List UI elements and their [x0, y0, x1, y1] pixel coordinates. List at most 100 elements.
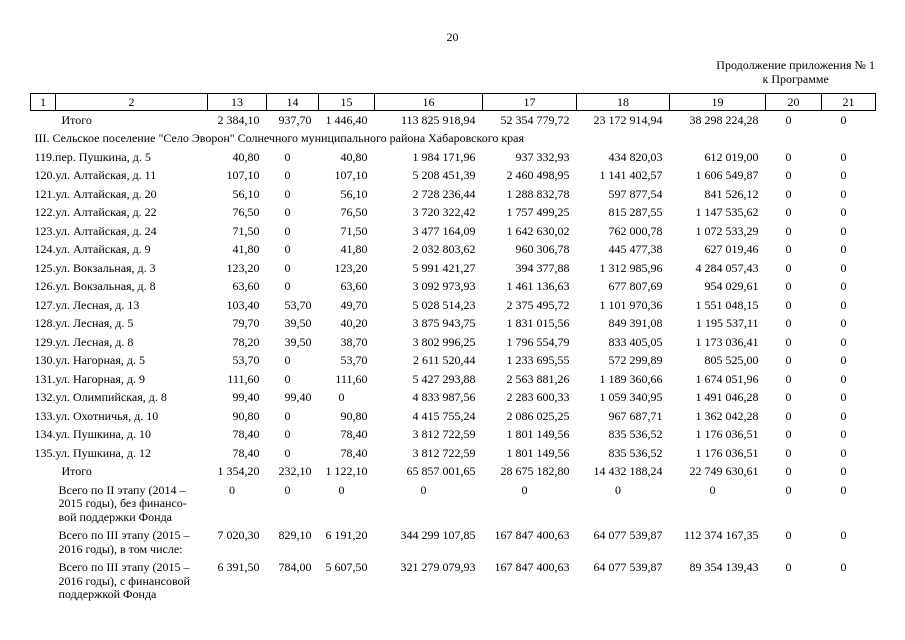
table-row-address: 128.ул. Лесная, д. 5 79,70 39,50 40,20 3 875… [31, 315, 876, 334]
value-cell: 40,80 [340, 149, 368, 164]
value-cell: 1 122,10 [325, 464, 368, 478]
column-header: 14 [266, 93, 319, 111]
value-cell: 71,50 [340, 223, 368, 238]
value-cell: 103,40 [226, 297, 260, 312]
table-row-address: 125.ул. Вокзальная, д. 3 123,20 0 123,20 5 9… [31, 259, 876, 278]
row-label: 126.ул. Вокзальная, д. 8 [34, 279, 156, 293]
value-cell: 3 812 722,59 [412, 427, 476, 441]
table-row-summary: Всего по III этапу (2015 – 2016 годы), в… [31, 527, 876, 559]
value-cell: 0 [840, 297, 847, 312]
value-cell: 2 563 881,26 [506, 371, 570, 386]
value-cell: 1 642 630,02 [506, 223, 570, 238]
value-cell: 3 802 996,25 [412, 334, 476, 349]
value-cell: 0 [785, 149, 792, 164]
value-cell: 1 195 537,11 [695, 316, 759, 330]
value-cell: 23 172 914,94 [593, 112, 663, 127]
value-cell: 2 611 520,44 [412, 353, 476, 367]
value-cell: 5 208 451,39 [412, 168, 476, 182]
value-cell: 2 375 495,72 [506, 297, 570, 312]
row-label: 125.ул. Вокзальная, д. 3 [34, 260, 156, 275]
value-cell: 3 720 322,42 [412, 205, 476, 219]
value-cell: 1 072 533,29 [695, 223, 759, 238]
value-cell: 1 831 015,56 [506, 316, 570, 330]
value-cell: 78,40 [340, 445, 368, 460]
value-cell: 849 391,08 [608, 316, 663, 330]
table-row-address: 135.ул. Пушкина, д. 12 78,40 0 78,40 3 812 7… [31, 444, 876, 463]
value-cell: 0 [284, 168, 291, 182]
value-cell: 835 536,52 [608, 427, 663, 441]
column-header: 13 [207, 93, 267, 111]
value-cell: 0 [785, 334, 792, 349]
value-cell: 0 [840, 353, 847, 367]
column-header: 19 [669, 93, 766, 111]
value-cell: 960 306,78 [515, 242, 570, 256]
value-cell: 2 728 236,44 [412, 186, 476, 201]
row-label: Всего по III этапу (2015 – 2016 годы), с… [58, 560, 190, 601]
row-label: 135.ул. Пушкина, д. 12 [34, 445, 151, 460]
value-cell: 107,10 [226, 168, 260, 182]
value-cell: 78,40 [340, 427, 368, 441]
table-row-address: 124.ул. Алтайская, д. 9 41,80 0 41,80 2 032 … [31, 241, 876, 260]
value-cell: 0 [785, 242, 792, 256]
value-cell: 0 [785, 353, 792, 367]
row-label: 133.ул. Охотничья, д. 10 [34, 408, 159, 423]
table-row-summary: Всего по III этапу (2015 – 2016 годы), с… [31, 559, 876, 605]
value-cell: 0 [284, 186, 291, 201]
value-cell: 0 [840, 482, 847, 497]
value-cell: 78,40 [232, 427, 260, 441]
value-cell: 7 020,30 [217, 528, 260, 542]
value-cell: 0 [284, 260, 291, 275]
value-cell: 677 807,69 [608, 279, 663, 293]
continuation-line-2: к Программе [762, 72, 829, 86]
row-number-cell [31, 559, 56, 605]
table-row-address: 130.ул. Нагорная, д. 5 53,70 0 53,70 2 611 5… [31, 352, 876, 371]
value-cell: 805 525,00 [704, 353, 759, 367]
value-cell: 2 283 600,33 [506, 390, 570, 404]
value-cell: 0 [284, 279, 291, 293]
value-cell: 0 [785, 279, 792, 293]
value-cell: 0 [840, 242, 847, 256]
value-cell: 0 [785, 390, 792, 404]
row-number-cell [31, 463, 56, 482]
value-cell: 0 [420, 482, 427, 497]
row-label: 134.ул. Пушкина, д. 10 [34, 427, 151, 441]
value-cell: 954 029,61 [704, 279, 759, 293]
row-label: 128.ул. Лесная, д. 5 [34, 316, 134, 330]
value-cell: 79,70 [232, 316, 260, 330]
table-row-address: 126.ул. Вокзальная, д. 8 63,60 0 63,60 3 092… [31, 278, 876, 297]
value-cell: 90,80 [232, 408, 260, 423]
value-cell: 0 [840, 334, 847, 349]
value-cell: 1 101 970,36 [599, 297, 663, 312]
value-cell: 22 749 630,61 [689, 464, 759, 478]
row-label: 127.ул. Лесная, д. 13 [34, 297, 140, 312]
column-header: 15 [318, 93, 375, 111]
value-cell: 28 675 182,80 [500, 464, 570, 478]
value-cell: 0 [840, 390, 847, 404]
value-cell: 167 847 400,63 [494, 528, 570, 542]
value-cell: 78,40 [232, 445, 260, 460]
value-cell: 1 984 171,96 [412, 149, 476, 164]
row-label: 132.ул. Олимпийская, д. 8 [34, 390, 167, 404]
row-label: 122.ул. Алтайская, д. 22 [34, 205, 157, 219]
value-cell: 6 391,50 [217, 560, 260, 574]
value-cell: 3 875 943,75 [412, 316, 476, 330]
value-cell: 0 [785, 316, 792, 330]
table-row-address: 131.ул. Нагорная, д. 9 111,60 0 111,60 5 427… [31, 370, 876, 389]
value-cell: 107,10 [334, 168, 368, 182]
value-cell: 627 019,46 [704, 242, 759, 256]
value-cell: 0 [284, 205, 291, 219]
value-cell: 0 [229, 482, 235, 497]
value-cell: 76,50 [232, 205, 260, 219]
value-cell: 99,40 [284, 390, 312, 404]
value-cell: 0 [840, 279, 847, 293]
value-cell: 0 [785, 205, 792, 219]
value-cell: 40,20 [340, 316, 368, 330]
continuation-note: Продолжение приложения № 1 к Программе [716, 58, 875, 86]
value-cell: 5 427 293,88 [412, 371, 476, 386]
row-label: Всего по II этапу (2014 – 2015 годы), бе… [58, 482, 187, 524]
value-cell: 111,60 [335, 371, 368, 386]
page-number: 20 [446, 30, 459, 44]
value-cell: 0 [785, 427, 792, 441]
value-cell: 52 354 779,72 [500, 112, 570, 127]
value-cell: 1 801 149,56 [506, 427, 570, 441]
